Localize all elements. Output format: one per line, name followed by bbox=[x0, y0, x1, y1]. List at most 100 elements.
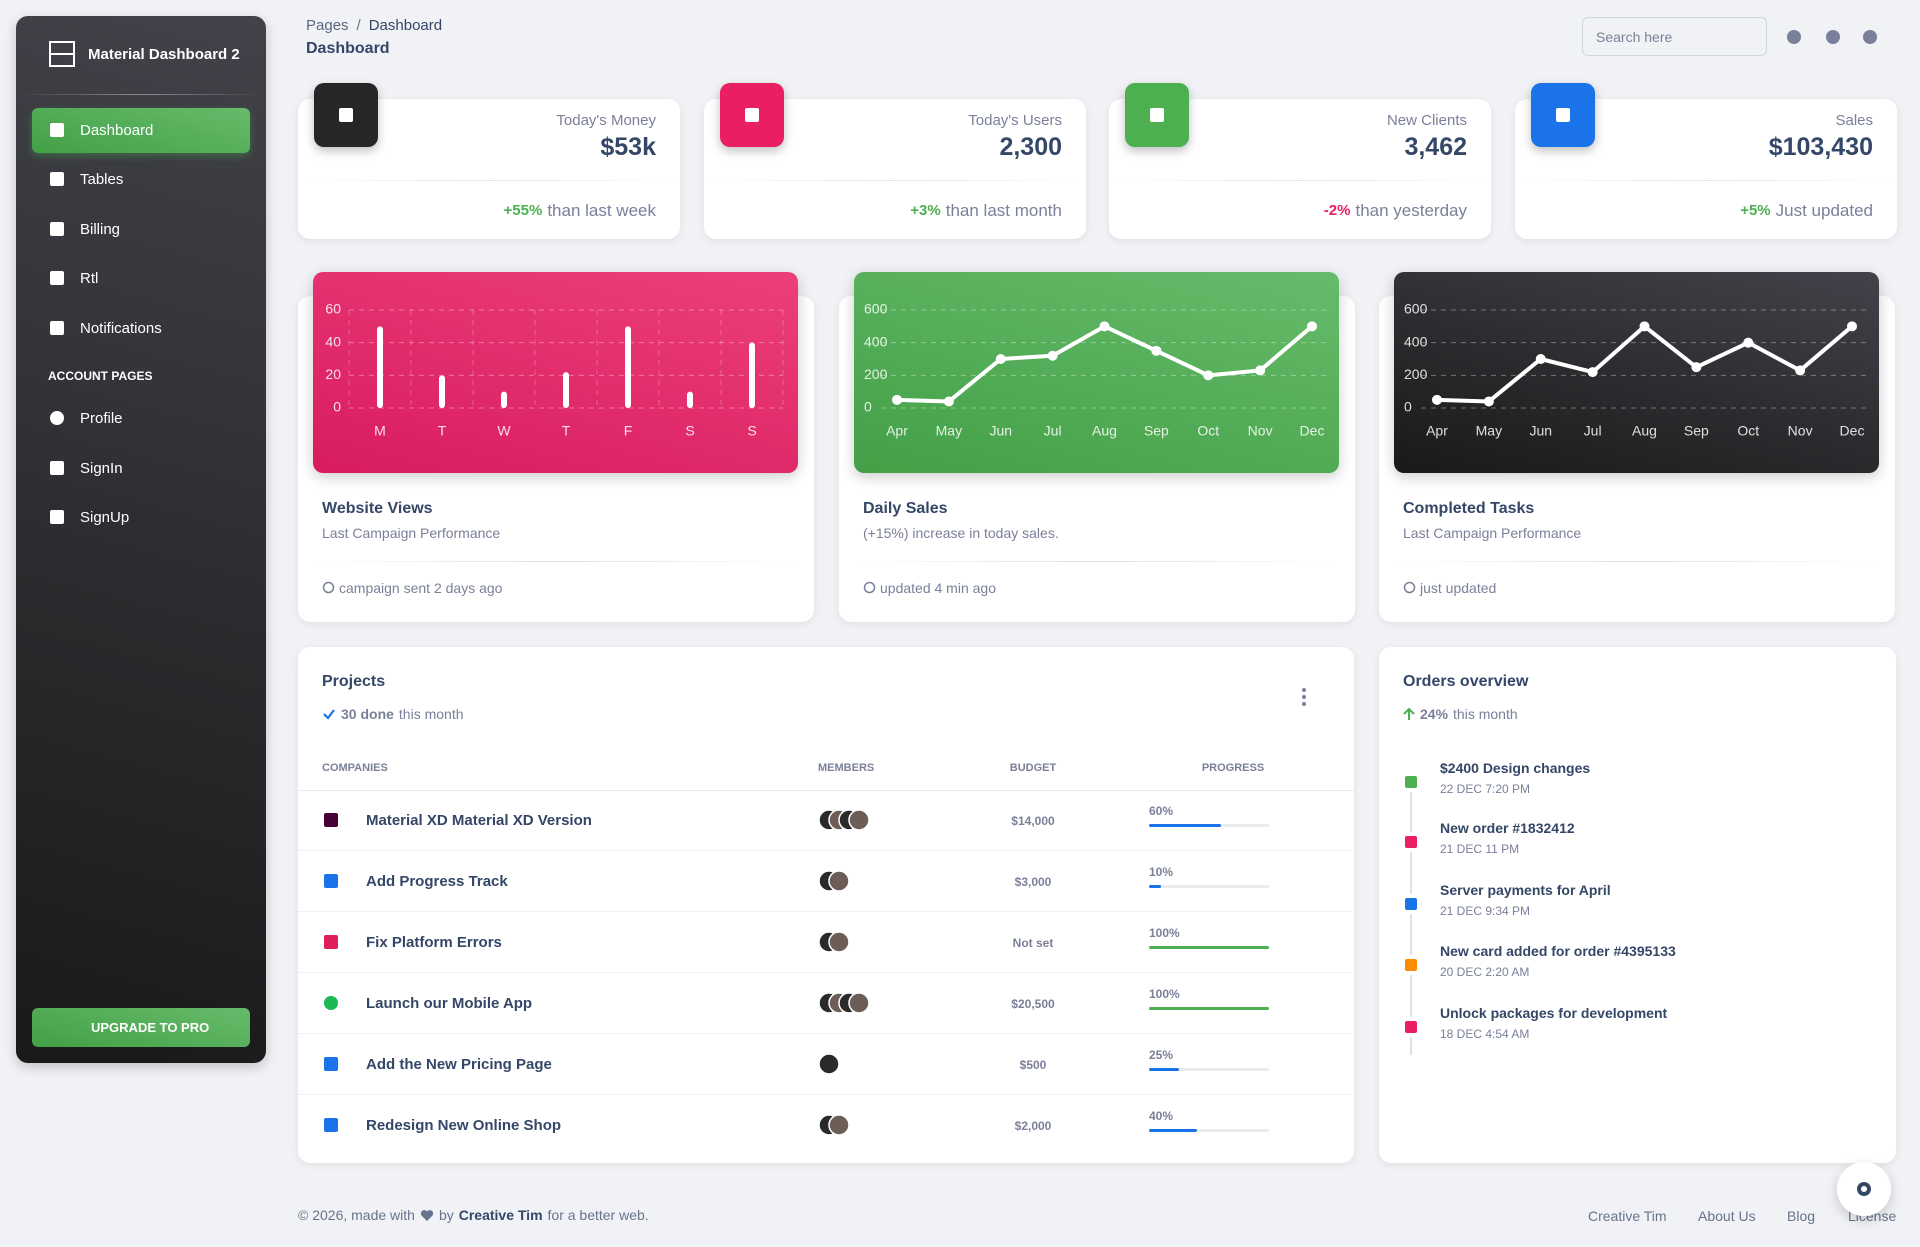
clock-icon bbox=[1403, 581, 1416, 594]
nav-icon bbox=[50, 123, 64, 137]
breadcrumb-item[interactable]: Pages bbox=[306, 17, 349, 34]
x-tick-label: Dec bbox=[1300, 423, 1325, 439]
active-nav-bg bbox=[32, 108, 250, 153]
y-tick-label: 200 bbox=[1404, 366, 1428, 382]
footer-link[interactable]: Creative Tim bbox=[1588, 1208, 1667, 1224]
menu-dot bbox=[1302, 688, 1306, 692]
icon-shape bbox=[50, 222, 64, 236]
progress-label: 25% bbox=[1149, 1048, 1174, 1062]
x-tick-label: Oct bbox=[1737, 423, 1759, 439]
y-tick-label: 0 bbox=[333, 399, 341, 415]
order-title: Unlock packages for development bbox=[1440, 1005, 1668, 1021]
progress-bar bbox=[1149, 1068, 1269, 1071]
bar bbox=[625, 326, 631, 408]
progress-fill bbox=[1149, 946, 1269, 949]
column-header: MEMBERS bbox=[818, 761, 875, 774]
progress-bar bbox=[1149, 946, 1269, 949]
footer-by: by bbox=[438, 1207, 454, 1223]
row-divider bbox=[298, 1094, 1354, 1095]
nav-icon bbox=[50, 510, 64, 524]
stat-note: than yesterday bbox=[1355, 201, 1467, 220]
footer-credit: © 2026, made with by Creative Tim for a bet… bbox=[298, 1208, 649, 1222]
row-divider bbox=[298, 1033, 1354, 1034]
y-tick-label: 400 bbox=[864, 333, 888, 349]
order-time: 20 DEC 2:20 AM bbox=[1440, 965, 1530, 979]
company-name: Fix Platform Errors bbox=[366, 933, 502, 951]
chart-box: 0 200 400 600 Apr May Jun Jul Aug Sep Oct Nov Dec bbox=[1394, 272, 1879, 473]
budget: $14,000 bbox=[1011, 814, 1055, 828]
icon-shape bbox=[1405, 898, 1417, 910]
progress-bar bbox=[1149, 1129, 1269, 1132]
progress-track bbox=[1149, 1068, 1269, 1071]
orders-change-value: 24% bbox=[1420, 706, 1449, 722]
clock-face bbox=[322, 581, 335, 594]
y-tick-label: 600 bbox=[1404, 301, 1428, 317]
company-logo bbox=[324, 813, 338, 827]
order-title: $2400 Design changes bbox=[1440, 760, 1591, 776]
stat-label: New Clients bbox=[1386, 111, 1467, 129]
icon-shape bbox=[1150, 108, 1164, 122]
company-logo bbox=[324, 1118, 338, 1132]
member-avatars bbox=[818, 1053, 840, 1075]
x-tick-label: S bbox=[685, 423, 694, 439]
point bbox=[1483, 396, 1494, 407]
x-tick-label: Apr bbox=[1426, 423, 1448, 439]
chart: 0 200 400 600 Apr May Jun Jul Aug Sep Oct Nov Dec bbox=[1404, 301, 1866, 439]
avatar bbox=[818, 1053, 840, 1075]
column-header: COMPANIES bbox=[322, 761, 388, 774]
settings-button[interactable] bbox=[1837, 1162, 1891, 1216]
bar bbox=[501, 391, 507, 408]
nav-item: SignIn bbox=[80, 459, 123, 477]
copyright: © 2026, made with bbox=[298, 1207, 415, 1223]
footer-link[interactable]: Blog bbox=[1787, 1208, 1816, 1224]
search-box[interactable] bbox=[1582, 17, 1767, 56]
progress-fill bbox=[1149, 1007, 1269, 1010]
nav-icon bbox=[50, 411, 64, 425]
clock-face bbox=[1403, 581, 1416, 594]
chart: 0 20 40 60 M T W T F S S bbox=[325, 301, 784, 439]
upgrade-button[interactable] bbox=[32, 1008, 250, 1047]
company-logo bbox=[324, 935, 338, 949]
x-tick-label: Jul bbox=[1584, 423, 1602, 439]
breadcrumb-item: Dashboard bbox=[368, 17, 443, 34]
point bbox=[1151, 345, 1162, 356]
member-avatars bbox=[818, 870, 850, 892]
order-time: 22 DEC 7:20 PM bbox=[1440, 782, 1531, 796]
x-tick-label: Sep bbox=[1144, 423, 1169, 439]
x-tick-label: May bbox=[936, 423, 962, 439]
x-tick-label: W bbox=[497, 423, 511, 439]
point bbox=[1691, 362, 1702, 373]
icon-shape bbox=[324, 1057, 338, 1071]
budget: Not set bbox=[1012, 936, 1054, 950]
order-time: 21 DEC 9:34 PM bbox=[1440, 904, 1531, 918]
menu-dot bbox=[1302, 702, 1306, 706]
company-name: Material XD Material XD Version bbox=[366, 811, 592, 829]
x-tick-label: Sep bbox=[1684, 423, 1709, 439]
stat-change-line: +3% than last month bbox=[910, 202, 1062, 219]
chart-box: 0 200 400 600 Apr May Jun Jul Aug Sep Oct Nov Dec bbox=[854, 272, 1339, 473]
budget: $3,000 bbox=[1014, 875, 1052, 889]
stat-label: Today's Money bbox=[556, 111, 656, 129]
stat-change: +5% bbox=[1740, 202, 1771, 219]
footer-author[interactable]: Creative Tim bbox=[458, 1207, 543, 1223]
clock-face bbox=[863, 581, 876, 594]
gear-hole bbox=[1861, 1186, 1867, 1192]
footer-tail: for a better web. bbox=[547, 1207, 649, 1223]
y-tick-label: 60 bbox=[325, 301, 341, 317]
footer-link[interactable]: About Us bbox=[1698, 1208, 1756, 1224]
menu-dot bbox=[1302, 695, 1306, 699]
row-divider bbox=[298, 972, 1354, 973]
budget: $2,000 bbox=[1014, 1119, 1052, 1133]
order-title: New card added for order #4395133 bbox=[1440, 943, 1676, 959]
stat-divider bbox=[704, 180, 1086, 181]
progress-label: 100% bbox=[1149, 987, 1180, 1001]
chart-card-title: Daily Sales bbox=[863, 500, 948, 517]
progress-label: 40% bbox=[1149, 1109, 1174, 1123]
orders-title: Orders overview bbox=[1403, 673, 1529, 690]
point bbox=[995, 354, 1006, 364]
x-tick-label: Nov bbox=[1788, 423, 1813, 439]
orders-change-note: this month bbox=[1453, 706, 1518, 722]
stat-icon bbox=[1556, 108, 1570, 122]
progress-bar bbox=[1149, 1007, 1269, 1010]
x-tick-label: Dec bbox=[1840, 423, 1865, 439]
